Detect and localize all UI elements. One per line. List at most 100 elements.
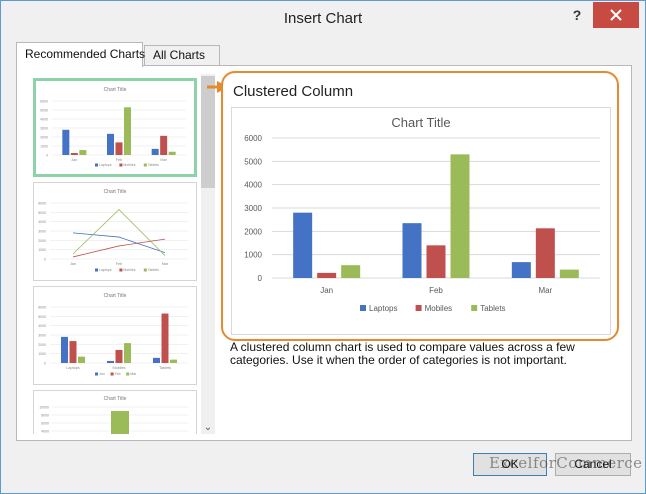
thumbnail-legend-swatch <box>95 268 98 272</box>
scroll-down-icon[interactable]: ⌄ <box>203 422 213 433</box>
thumbnail-y-tick: 2000 <box>38 343 46 347</box>
chart-title: Chart Title <box>391 115 450 130</box>
thumbnail-bar <box>78 356 85 363</box>
thumbnail-bar <box>160 135 168 155</box>
thumbnail-y-tick: 4000 <box>38 220 46 224</box>
y-tick-label: 1000 <box>244 251 262 260</box>
y-tick-label: 2000 <box>244 227 262 236</box>
thumbnail-x-tick: Mobiles <box>112 366 125 370</box>
thumbnail-clustered-column[interactable]: Chart Title 6000 5000 4000 3000 2000 1000 0 Jan F… <box>33 78 197 177</box>
thumbnail-legend-swatch <box>119 163 123 167</box>
bar-laptops-feb <box>402 223 422 278</box>
bar-tablets-jan <box>341 265 361 278</box>
legend-label-laptops: Laptops <box>369 304 397 313</box>
ok-button[interactable]: OK <box>473 453 547 476</box>
thumbnail-x-tick: Feb <box>116 262 123 266</box>
thumbnail-legend-swatch <box>143 268 147 272</box>
thumbnail-bar <box>62 129 70 155</box>
thumbnail-legend-swatch <box>95 372 98 376</box>
thumbnail-y-tick: 6000 <box>40 100 48 104</box>
thumbnail-legend-swatch <box>126 372 130 376</box>
thumbnail-y-tick: 0 <box>44 362 46 366</box>
thumbnail-y-tick: 6000 <box>41 422 49 426</box>
close-button[interactable] <box>593 2 639 28</box>
thumbnail-legend-label: Tablets <box>148 268 159 272</box>
thumbnail-legend-swatch <box>95 163 98 167</box>
thumbnail-bar <box>79 150 87 155</box>
thumbnail-y-tick: 8000 <box>41 414 49 418</box>
thumbnail-title: Chart Title <box>104 396 127 402</box>
preview-heading: Clustered Column <box>233 83 354 100</box>
thumbnail-y-tick: 3000 <box>38 334 46 338</box>
thumbnail-bar <box>107 133 114 155</box>
thumbnail-x-tick: Mar <box>162 262 169 266</box>
thumbnail-x-tick: Laptops <box>66 366 80 370</box>
thumbnail-legend-swatch <box>110 372 114 376</box>
bar-mobiles-mar <box>535 228 555 278</box>
legend-label-tablets: Tablets <box>480 304 505 313</box>
y-tick-label: 5000 <box>244 157 262 166</box>
tab-recommended-charts[interactable]: Recommended Charts <box>16 42 145 67</box>
thumbnail-legend-label: Mar <box>130 372 137 376</box>
thumbnail-title: Chart Title <box>104 189 127 195</box>
bar-tablets-mar <box>559 269 579 278</box>
thumbnail-line[interactable]: Chart Title 6000 5000 4000 3000 2000 1000 0 Jan F… <box>33 182 197 281</box>
thumbnail-y-tick: 2000 <box>38 239 46 243</box>
thumbnail-bar <box>115 142 123 155</box>
thumbnail-y-tick: 3000 <box>38 230 46 234</box>
x-tick-label: Feb <box>429 286 443 295</box>
y-tick-label: 4000 <box>244 181 262 190</box>
thumbnail-legend-swatch <box>143 163 147 167</box>
thumbnail-bar <box>61 336 68 363</box>
cancel-button[interactable]: Cancel <box>555 453 631 476</box>
thumbnail-bar <box>153 357 160 363</box>
thumbnail-legend-label: Mobiles <box>123 268 135 272</box>
bar-laptops-mar <box>511 262 531 278</box>
thumbnail-y-tick: 5000 <box>40 109 48 113</box>
thumbnail-bar <box>170 359 177 363</box>
thumbnail-bar <box>69 341 77 363</box>
thumbnail-line-laptops <box>72 232 166 254</box>
tab-all-charts[interactable]: All Charts <box>144 45 220 66</box>
thumbnail-bar <box>115 349 123 363</box>
legend-label-mobiles: Mobiles <box>425 304 453 313</box>
help-button[interactable]: ? <box>572 7 582 23</box>
thumbnail-legend-swatch <box>119 268 123 272</box>
thumbnail-y-tick: 4000 <box>38 324 46 328</box>
tab-panel: Chart Title 6000 5000 4000 3000 2000 1000 0 Jan F… <box>16 65 632 441</box>
y-tick-label: 3000 <box>244 204 262 213</box>
thumbnail-legend-label: Mobiles <box>123 163 135 167</box>
thumbnail-y-tick: 10000 <box>39 406 49 410</box>
close-icon <box>610 9 622 21</box>
thumbnail-y-tick: 0 <box>46 154 48 158</box>
bar-laptops-jan <box>293 212 313 278</box>
thumbnail-y-tick: 6000 <box>38 202 46 206</box>
legend-swatch-mobiles <box>415 305 422 311</box>
thumbnail-x-tick: Feb <box>116 158 123 162</box>
thumbnail-bar <box>124 107 131 155</box>
legend-swatch-laptops <box>360 305 366 311</box>
thumbnail-line-tablets <box>72 208 166 256</box>
thumbnail-stacked-column[interactable]: Chart Title 10000 8000 6000 4000 <box>33 390 197 434</box>
thumbnail-scrollbar[interactable]: ⌄ <box>201 74 215 434</box>
thumbnail-y-tick: 3000 <box>40 127 48 131</box>
thumbnail-column-by-product[interactable]: Chart Title 6000 5000 4000 3000 2000 1000 0 Lapt… <box>33 286 197 385</box>
bar-tablets-feb <box>450 154 470 278</box>
thumbnail-y-tick: 1000 <box>40 145 48 149</box>
thumbnail-y-tick: 1000 <box>38 352 46 356</box>
thumbnail-legend-label: Laptops <box>99 163 112 167</box>
thumbnail-bar <box>151 148 159 155</box>
thumbnail-bar <box>124 343 131 363</box>
thumbnail-legend-label: Feb <box>115 372 121 376</box>
bar-mobiles-jan <box>317 272 337 278</box>
bar-mobiles-feb <box>426 245 446 278</box>
scrollbar-thumb[interactable] <box>201 76 215 188</box>
thumbnail-legend-label: Jan <box>99 372 105 376</box>
thumbnail-x-tick: Jan <box>70 262 76 266</box>
thumbnail-x-tick: Mar <box>160 158 167 162</box>
thumbnail-x-tick: Jan <box>71 158 77 162</box>
recommended-chart-list[interactable]: Chart Title 6000 5000 4000 3000 2000 1000 0 Jan F… <box>33 74 197 434</box>
legend-swatch-tablets <box>471 305 478 311</box>
thumbnail-bar <box>111 411 129 434</box>
